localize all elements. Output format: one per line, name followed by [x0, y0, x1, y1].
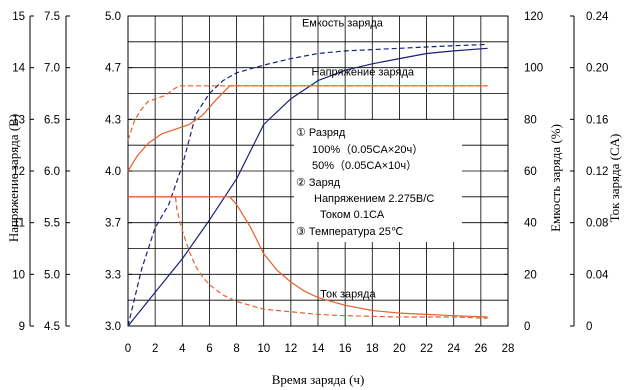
y-axis-title-capacity: Емкость заряда (%) — [548, 124, 563, 232]
y-tick-label-capacity: 0 — [524, 321, 530, 333]
series-annotation-2: Ток заряда — [320, 289, 376, 301]
x-tick-label: 26 — [474, 343, 487, 355]
y-tick-label-voltage12: 13 — [12, 114, 25, 126]
y-tick-label-current: 0.12 — [586, 166, 608, 178]
y-tick-label-capacity: 20 — [524, 269, 537, 281]
y-tick-label-capacity: 80 — [524, 114, 537, 126]
y-tick-label-voltage12: 9 — [19, 321, 25, 333]
annotation-layer: Емкость заряда Напряжение заряда Ток заряд… — [302, 17, 415, 300]
y-tick-label-current: 0.16 — [586, 114, 608, 126]
y-tick-label-voltage6: 7.5 — [44, 11, 60, 23]
y-tick-label-voltage12: 15 — [12, 11, 25, 23]
legend-line-discharge-50: 50%（0.05CA×10ч） — [312, 160, 418, 172]
y-tick-label-voltage6: 6.0 — [44, 166, 60, 178]
plot-axes: 0 2 4 6 8 10 12 14 16 18 20 22 24 26 2891011121314154.… — [12, 11, 609, 355]
y-axis-title-current: Ток заряда (CA) — [607, 134, 622, 223]
x-tick-label: 8 — [233, 343, 239, 355]
y-tick-label-voltage6: 4.5 — [44, 321, 60, 333]
y-tick-label-capacity: 60 — [524, 166, 537, 178]
x-tick-label: 18 — [366, 343, 379, 355]
series-annotation-1: Напряжение заряда — [312, 66, 415, 78]
y-tick-label-voltage6: 5.0 — [44, 269, 60, 281]
conditions-legend: ① Разряд 100%（0.05CA×20ч） 50%（0.05CA×10ч… — [294, 120, 462, 242]
series-line-5 — [128, 196, 488, 319]
x-tick-label: 10 — [257, 343, 270, 355]
series-layer — [127, 43, 488, 327]
x-tick-label: 22 — [420, 343, 433, 355]
y-tick-label-current: 0.08 — [586, 218, 608, 230]
y-tick-label-voltage6: 7.0 — [44, 63, 60, 75]
series-annotation-0: Емкость заряда — [302, 17, 384, 29]
y-tick-label-capacity: 40 — [524, 218, 537, 230]
y-tick-label-current: 0.04 — [586, 269, 609, 281]
x-tick-label: 2 — [152, 343, 158, 355]
y-tick-label-current: 0.20 — [586, 63, 608, 75]
series-line-3 — [127, 85, 488, 141]
series-line-1 — [127, 43, 488, 327]
x-tick-label: 28 — [502, 343, 515, 355]
y-tick-label-voltage12: 14 — [12, 63, 25, 75]
y-tick-label-current: 0 — [586, 321, 592, 333]
x-tick-label: 4 — [179, 343, 186, 355]
x-tick-label: 0 — [125, 343, 131, 355]
legend-line-voltage: Напряжением 2.275B/C — [314, 193, 435, 205]
y-tick-label-voltage2: 4.7 — [105, 63, 121, 75]
y-tick-label-voltage2: 3.3 — [105, 269, 121, 281]
y-tick-label-voltage12: 12 — [12, 166, 25, 178]
x-tick-label: 16 — [339, 343, 352, 355]
y-tick-label-voltage6: 6.5 — [44, 114, 60, 126]
y-tick-label-capacity: 100 — [524, 63, 543, 75]
y-tick-label-current: 0.24 — [586, 11, 609, 23]
legend-line-discharge-100: 100%（0.05CA×20ч） — [312, 144, 424, 156]
x-tick-label: 20 — [393, 343, 406, 355]
x-tick-label: 6 — [206, 343, 212, 355]
series-line-2 — [127, 85, 488, 172]
y-tick-label-voltage12: 11 — [13, 218, 25, 230]
y-tick-label-voltage2: 3.7 — [105, 218, 121, 230]
series-line-0 — [127, 47, 488, 327]
legend-line-charge: ② Заряд — [296, 177, 341, 189]
series-line-4 — [128, 196, 488, 318]
y-tick-label-voltage12: 10 — [12, 269, 25, 281]
legend-line-temperature: ③ Температура 25℃ — [296, 226, 404, 238]
y-tick-label-voltage2: 3.0 — [105, 321, 121, 333]
y-tick-label-voltage6: 5.5 — [44, 218, 60, 230]
legend-line-discharge: ① Разряд — [296, 127, 346, 139]
x-tick-label: 24 — [447, 343, 460, 355]
y-tick-label-voltage2: 5.0 — [105, 11, 121, 23]
x-tick-label: 12 — [284, 343, 297, 355]
y-axis-title-voltage: Напряжение заряда (В) — [6, 114, 21, 242]
y-tick-label-capacity: 120 — [524, 11, 543, 23]
x-axis-title: Время заряда (ч) — [272, 372, 365, 387]
legend-line-current: Током 0.1CA — [320, 209, 385, 221]
x-tick-label: 14 — [312, 343, 325, 355]
y-tick-label-voltage2: 4.3 — [105, 114, 121, 126]
y-tick-label-voltage2: 4.0 — [105, 166, 121, 178]
